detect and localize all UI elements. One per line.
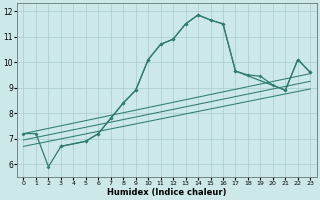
- X-axis label: Humidex (Indice chaleur): Humidex (Indice chaleur): [107, 188, 227, 197]
